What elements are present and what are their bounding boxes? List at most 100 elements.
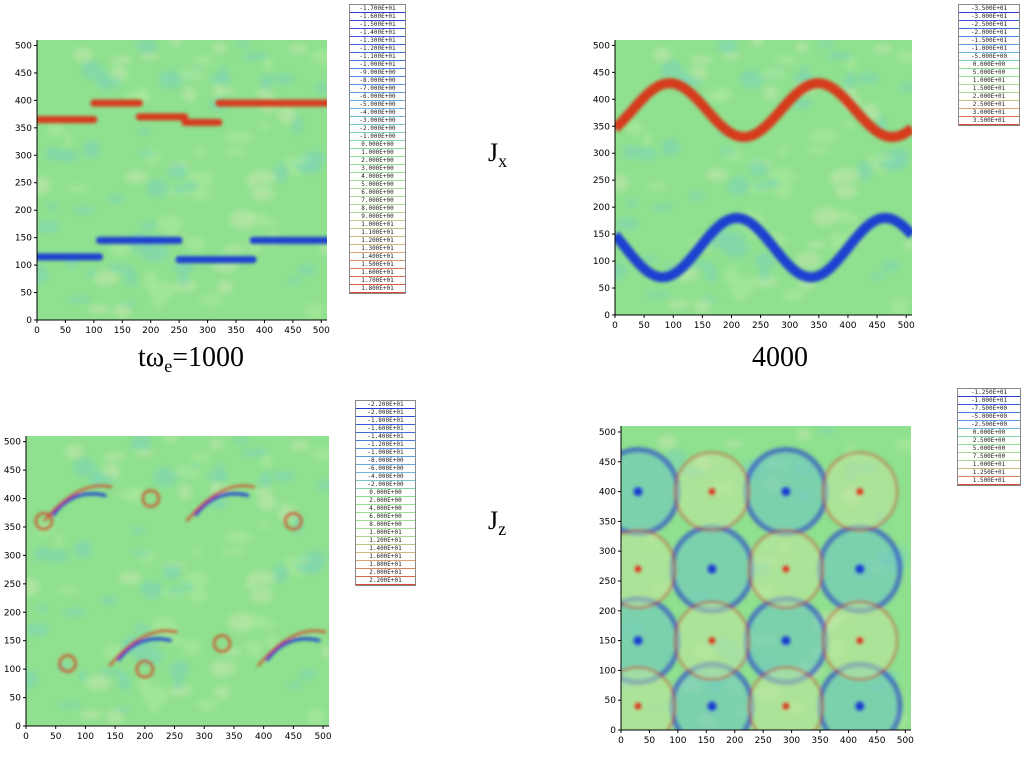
x-tick-label: 50 [50, 732, 62, 742]
texture-blob [763, 85, 778, 101]
y-tick-label: 250 [4, 580, 21, 590]
current-sheets [37, 99, 327, 264]
x-tick-label: 50 [644, 736, 656, 746]
texture-blob [828, 233, 849, 244]
x-tick-label: 150 [114, 326, 131, 336]
texture-blob [716, 87, 732, 103]
vortex-ring [141, 489, 160, 508]
vortex-arc [43, 484, 113, 522]
texture-blob [220, 548, 246, 556]
legend-entry: 7.000E+00 [350, 197, 405, 205]
texture-blob [667, 299, 690, 309]
legend-entry: -1.400E+01 [350, 29, 405, 37]
texture-blob [825, 51, 853, 61]
y-tick-label: 50 [10, 694, 22, 704]
texture-blob [754, 252, 776, 270]
legend-entry: 1.800E+01 [356, 561, 415, 569]
texture-blob [818, 427, 836, 434]
x-tick-label: 350 [225, 732, 242, 742]
texture-blob [615, 217, 639, 231]
texture-blob [57, 149, 79, 163]
legend-entry: 5.000E+00 [350, 181, 405, 189]
texture-blob [253, 486, 274, 496]
vortex-arc [108, 629, 178, 667]
x-tick-label: 100 [85, 326, 102, 336]
texture-blob [92, 468, 103, 489]
texture-blob [229, 210, 256, 230]
texture-blob [85, 267, 96, 277]
texture-blob [133, 624, 151, 634]
texture-blob [856, 72, 880, 84]
cell-core [780, 486, 791, 497]
legend-entry: -1.400E+01 [356, 433, 415, 441]
y-tick-label: 200 [593, 203, 610, 213]
x-tick-label: 450 [868, 321, 885, 331]
texture-blob [81, 60, 103, 81]
texture-blob [758, 268, 771, 281]
y-tick-label: 250 [15, 179, 32, 189]
texture-blob [232, 437, 250, 444]
texture-blob [314, 82, 327, 93]
legend-entry: 1.100E+01 [350, 229, 405, 237]
texture-blob [837, 213, 861, 224]
axes-jz-4000: 0 50 100 150 200 250 300 350 400 450 500 0 50 100 150 2… [599, 426, 914, 746]
legend-entry: 1.250E+01 [958, 469, 1020, 477]
texture-blob [109, 56, 133, 65]
texture-blob [660, 59, 683, 80]
legend-entry: 0.000E+00 [958, 429, 1020, 437]
texture-blob [286, 681, 303, 689]
y-tick-label: 300 [4, 551, 21, 561]
texture-blob [643, 131, 652, 148]
texture-blob [102, 452, 126, 461]
texture-blob [64, 133, 73, 150]
x-tick-label: 300 [783, 736, 800, 746]
legend-entry: 0.000E+00 [959, 61, 1019, 69]
texture-blob [249, 570, 276, 586]
texture-blob [251, 186, 275, 202]
legend-entry: -6.000E+00 [356, 465, 415, 473]
texture-blob [292, 116, 303, 135]
texture-blob [729, 277, 755, 297]
x-tick-label: 250 [752, 321, 769, 331]
legend-entry: -1.000E+01 [958, 397, 1020, 405]
texture-blob [223, 244, 245, 253]
legend-entry: 2.000E+00 [356, 497, 415, 505]
legend-entry: -8.000E+00 [350, 77, 405, 85]
legend-entry: 1.000E+00 [350, 149, 405, 157]
legend-entry: 6.000E+00 [356, 513, 415, 521]
background-texture [37, 40, 327, 320]
texture-blob [143, 686, 169, 706]
legend-entry: -8.000E+00 [356, 457, 415, 465]
texture-blob [260, 72, 273, 92]
texture-blob [152, 467, 179, 487]
texture-blob [106, 709, 124, 724]
texture-blob [137, 127, 151, 136]
legend-entry: 1.800E+01 [350, 285, 405, 293]
axes-jz-1000: 0 50 100 150 200 250 300 350 400 450 500 0 50 100 150 2… [4, 436, 332, 742]
texture-blob [636, 147, 658, 161]
texture-blob [181, 582, 195, 592]
vortex-arc [116, 637, 172, 662]
vortex-arc [185, 484, 255, 522]
texture-blob [227, 612, 255, 633]
legend-entry: 5.000E+00 [958, 445, 1020, 453]
y-tick-label: 400 [593, 95, 610, 105]
texture-blob [881, 260, 900, 272]
texture-blob [131, 550, 150, 557]
cell-core [781, 702, 790, 711]
texture-blob [65, 296, 92, 303]
y-tick-label: 200 [15, 206, 32, 216]
texture-blob [145, 179, 169, 198]
axes-jx-4000: 0 50 100 150 200 250 300 350 400 450 500 0 50 100 150 2… [593, 40, 915, 331]
texture-blob [718, 148, 737, 155]
x-tick-label: 350 [810, 321, 827, 331]
y-tick-label: 450 [599, 458, 616, 468]
x-tick-label: 500 [897, 736, 914, 746]
texture-blob [26, 577, 40, 596]
legend-entry: -1.200E+01 [350, 45, 405, 53]
time-label-1000-prefix: tω [138, 342, 165, 373]
legend-entry: -7.500E+00 [958, 405, 1020, 413]
texture-blob [182, 86, 197, 102]
legend-entry: -1.500E+01 [959, 37, 1019, 45]
legend-entry: -1.700E+01 [350, 5, 405, 13]
